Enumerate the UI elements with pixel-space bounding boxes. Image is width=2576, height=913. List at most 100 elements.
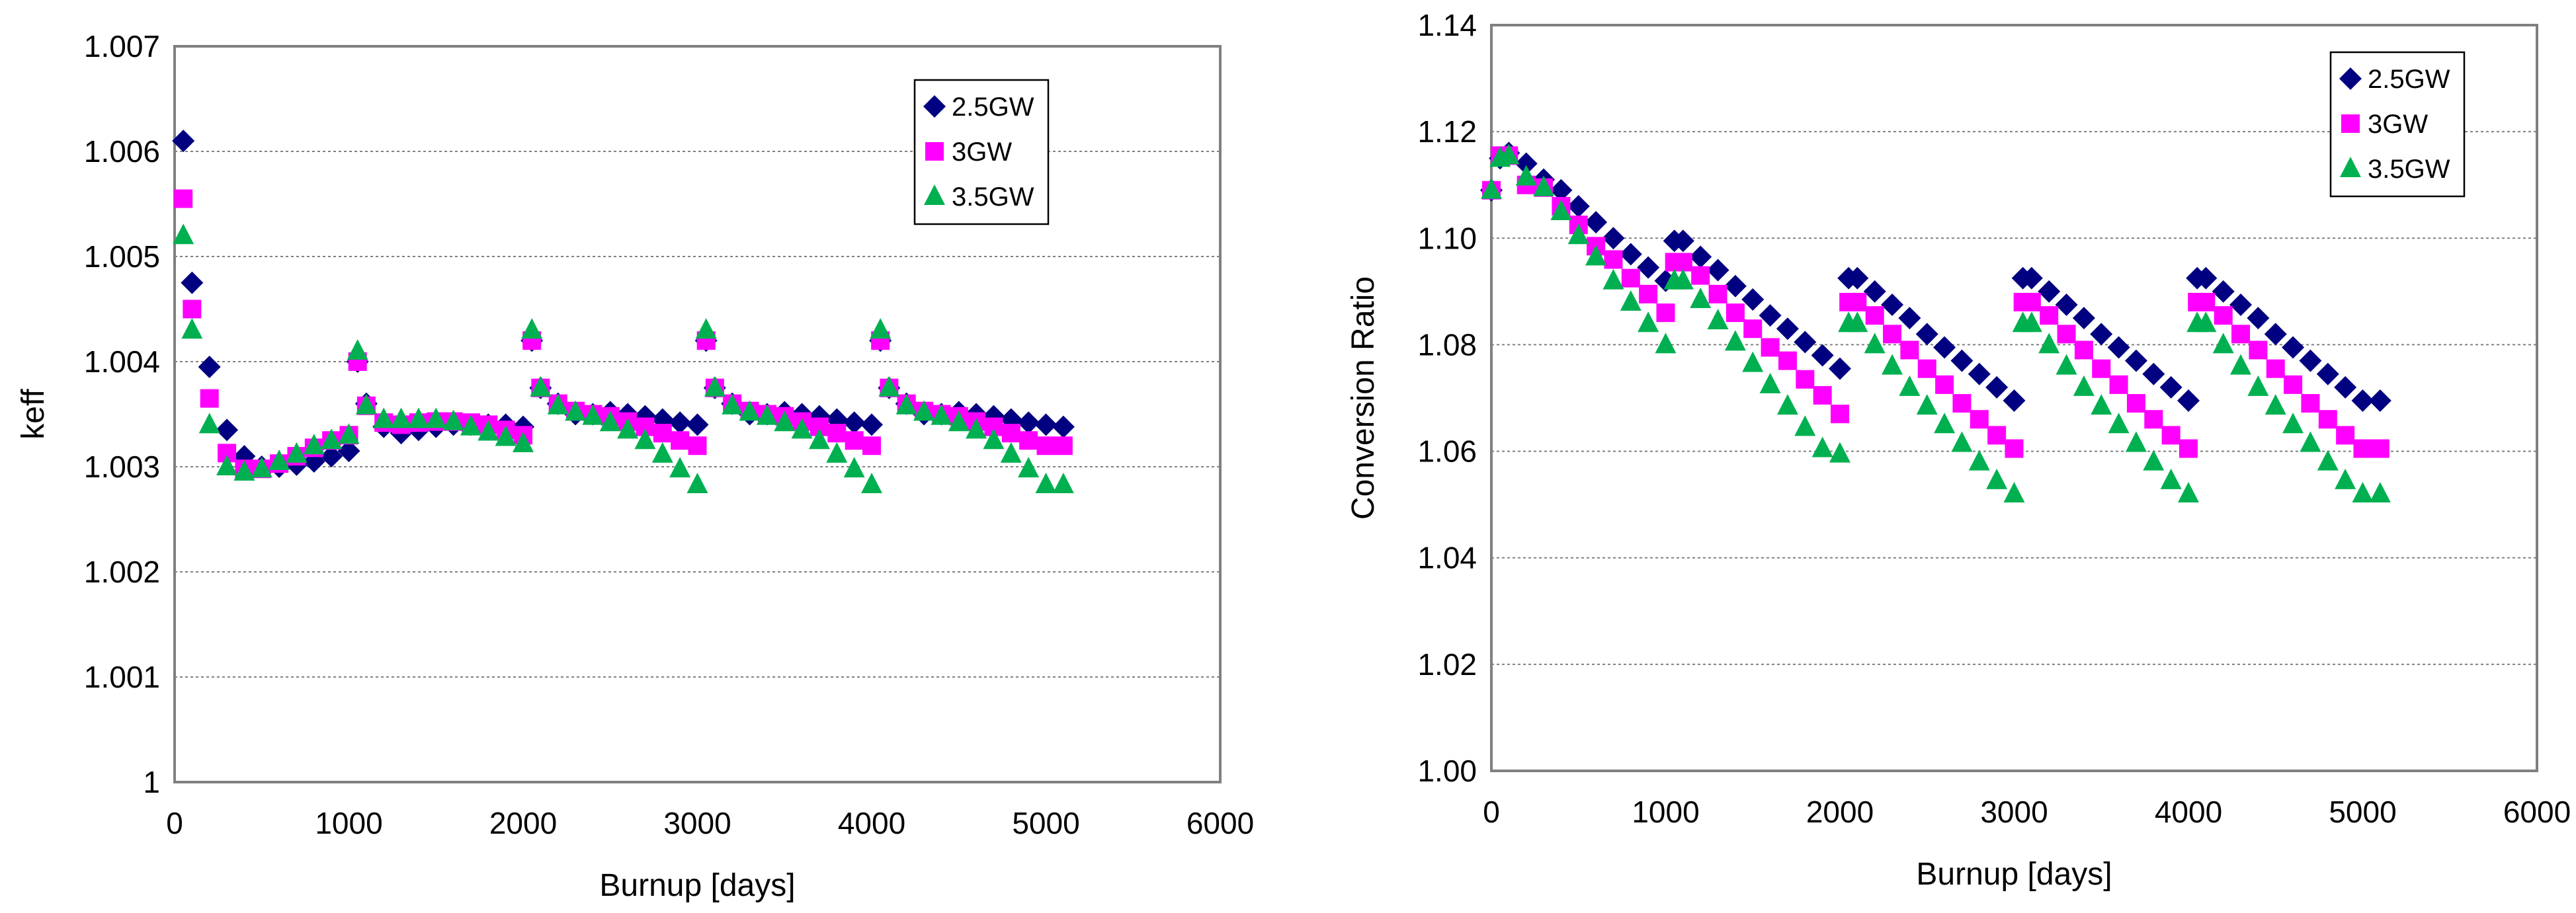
data-point [1968,450,1990,471]
data-point [1655,333,1677,354]
data-point [1986,468,2008,489]
data-point [688,436,707,456]
data-point [1985,376,2009,399]
data-point [1934,413,1956,434]
data-point [2144,410,2163,429]
data-point [1916,394,1938,415]
data-point [1036,436,1056,456]
data-point [2038,333,2060,354]
data-point [521,318,543,339]
data-point [2351,389,2374,413]
y-tick-label: 1.005 [84,239,160,274]
data-point [1550,200,1572,220]
data-point [2020,311,2042,333]
data-point [878,376,900,397]
y-axis-title: keff [16,389,51,440]
data-point [2159,376,2182,399]
data-point [1829,357,1851,380]
legend-marker [2340,157,2361,177]
data-point [1690,287,1712,308]
data-point [669,411,692,434]
data-point [669,457,691,478]
data-point [2178,482,2199,503]
data-point [1968,362,1991,385]
data-point [1848,292,1867,311]
data-point [2057,325,2076,344]
data-point [1725,303,1745,323]
data-point [1796,370,1815,389]
data-point [1794,331,1817,354]
data-point [198,355,221,378]
legend-marker [923,95,946,118]
x-axis-title: Burnup [days] [599,868,795,903]
data-point [2109,375,2128,394]
legend-label: 2.5GW [2368,65,2450,94]
data-point [2231,325,2251,344]
y-tick-label: 1.14 [1417,8,1477,42]
data-point [1881,294,1904,316]
data-point [1970,410,1989,429]
data-point [1035,473,1057,494]
data-point [2282,336,2305,359]
data-point [1899,375,1921,396]
y-tick-label: 1.10 [1417,221,1477,255]
data-point [827,424,847,443]
y-tick-label: 1.006 [84,134,160,169]
data-point [913,400,935,421]
y-tick-label: 1.04 [1417,541,1477,575]
data-point [2092,359,2111,378]
x-tick-label: 2000 [489,806,557,840]
y-tick-label: 1 [143,765,160,799]
data-point [686,413,709,436]
data-point [2301,394,2320,413]
data-point [2022,292,2041,311]
y-tick-label: 1.12 [1417,114,1477,149]
data-point [2266,359,2285,378]
data-point [1776,317,1799,340]
x-tick-label: 0 [166,806,183,840]
data-point [1863,280,1886,303]
data-point [513,432,534,453]
data-point [2368,389,2391,413]
data-point [2300,431,2321,452]
data-point [1001,424,1020,443]
series-triangle [173,223,1074,494]
data-point [2177,389,2200,413]
data-point [2072,307,2095,330]
data-point [1987,426,2007,445]
legend-label: 2.5GW [952,93,1034,122]
data-point [1915,323,1938,346]
data-point [1900,340,1919,360]
data-point [2353,439,2372,458]
data-point [181,318,203,339]
data-point [2142,362,2165,385]
data-point [895,393,917,415]
data-point [1671,229,1694,253]
data-point [174,189,193,208]
data-point [1672,268,1694,290]
data-point [2229,294,2253,316]
data-point [1831,405,1849,424]
data-point [2369,482,2391,503]
data-point [2249,340,2268,360]
data-point [321,428,343,450]
data-point [183,299,202,319]
data-point [1017,411,1040,434]
data-point [1621,268,1640,288]
data-point [860,413,883,436]
data-point [1847,311,1868,333]
data-point [2040,306,2059,325]
data-point [181,271,204,294]
data-point [1052,473,1074,494]
data-point [2179,439,2198,458]
data-point [1724,330,1746,351]
data-point [1619,243,1642,266]
series-triangle [1481,143,2391,503]
data-point [862,436,881,456]
data-point [2195,311,2217,333]
y-tick-label: 1.00 [1417,754,1477,788]
data-point [1567,194,1590,218]
x-axis-title: Burnup [days] [1916,857,2112,892]
data-point [870,318,892,339]
y-tick-label: 1.001 [84,660,160,694]
